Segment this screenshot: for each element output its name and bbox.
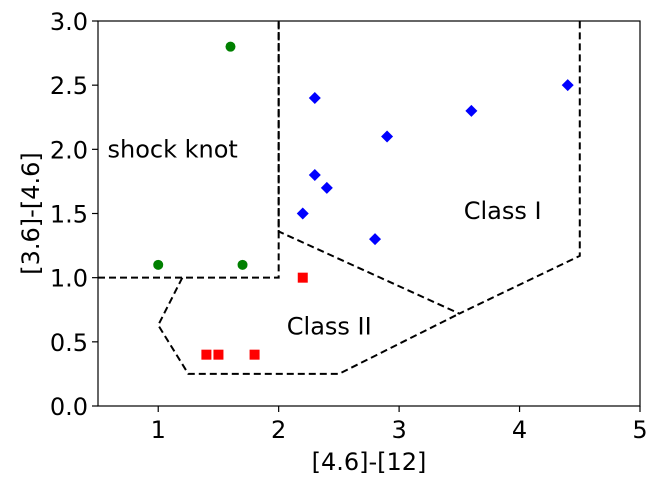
data-points xyxy=(153,41,574,360)
data-point-circle xyxy=(225,41,236,52)
data-point-diamond xyxy=(320,181,333,194)
x-tick-label: 5 xyxy=(632,416,647,444)
class-ii-boundary xyxy=(157,277,460,375)
data-point-diamond xyxy=(296,207,309,220)
y-tick-label: 0.0 xyxy=(50,393,88,421)
plot-frame xyxy=(97,20,641,407)
axis-ticks: 1 2 3 4 5 0.0 0.5 1.0 1.5 2.0 2.5 3.0 xyxy=(50,8,648,444)
region-annotation: Class I xyxy=(464,197,542,225)
y-tick-label: 1.5 xyxy=(50,201,88,229)
x-tick-label: 1 xyxy=(151,416,166,444)
class-i-boundary xyxy=(277,21,581,315)
y-tick-label: 0.5 xyxy=(50,329,88,357)
data-point-diamond xyxy=(465,104,478,117)
data-point-square xyxy=(249,349,260,360)
y-axis-label: [3.6]-[4.6] xyxy=(17,152,45,274)
data-point-square xyxy=(297,272,308,283)
region-annotation: shock knot xyxy=(108,135,238,163)
data-point-diamond xyxy=(561,79,574,92)
region-annotation: Class II xyxy=(287,312,372,340)
data-point-diamond xyxy=(308,169,321,181)
region-boundaries xyxy=(98,21,581,375)
annotations: shock knot Class I Class II xyxy=(108,135,542,340)
x-tick-label: 2 xyxy=(271,416,286,444)
data-point-square xyxy=(201,349,212,360)
y-tick-label: 3.0 xyxy=(50,8,88,36)
y-tick-label: 1.0 xyxy=(50,265,88,293)
data-point-diamond xyxy=(381,130,394,143)
x-tick-label: 4 xyxy=(512,416,527,444)
data-point-square xyxy=(213,349,224,360)
data-point-diamond xyxy=(308,92,321,104)
x-tick-label: 3 xyxy=(391,416,406,444)
y-tick-label: 2.0 xyxy=(50,136,88,164)
data-point-diamond xyxy=(369,233,382,246)
shock-knot-boundary xyxy=(98,21,280,279)
y-tick-label: 2.5 xyxy=(50,72,88,100)
data-point-circle xyxy=(153,259,164,270)
x-axis-label: [4.6]-[12] xyxy=(312,448,427,476)
data-point-circle xyxy=(237,259,248,270)
